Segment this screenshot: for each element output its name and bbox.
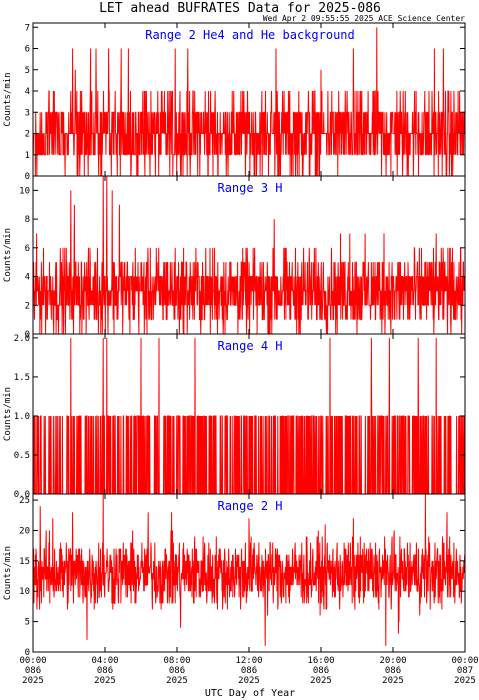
x-tick-label: 086 xyxy=(241,666,257,676)
x-tick-label: 2025 xyxy=(310,676,332,686)
y-tick-label: 2 xyxy=(25,130,30,140)
y-axis-label: Counts/min xyxy=(3,72,13,126)
y-tick-label: 6 xyxy=(25,244,30,254)
y-tick-label: 5 xyxy=(25,618,30,628)
y-tick-label: 6 xyxy=(25,45,30,55)
x-tick-label: 086 xyxy=(169,666,185,676)
x-tick-label: 2025 xyxy=(22,676,44,686)
y-axis-label: Counts/min xyxy=(3,546,13,600)
y-tick-label: 1.5 xyxy=(14,373,30,383)
panel-title: Range 2 He4 and He background xyxy=(145,28,355,42)
x-tick-label: 2025 xyxy=(166,676,188,686)
x-tick-label: 086 xyxy=(97,666,113,676)
y-tick-label: 15 xyxy=(19,557,30,567)
series-trace-panel-4 xyxy=(32,493,466,646)
y-tick-label: 2 xyxy=(25,301,30,311)
x-tick-label: 04:00 xyxy=(91,656,118,666)
x-tick-label: 16:00 xyxy=(307,656,334,666)
x-tick-label: 12:00 xyxy=(235,656,262,666)
panel-1: 0 1 2 3 4 5 6 7 Range 2 He4 and He background Cou… xyxy=(3,22,466,182)
y-tick-label: 1.0 xyxy=(14,412,30,422)
y-tick-label: 10 xyxy=(19,587,30,597)
x-tick-label: 08:00 xyxy=(163,656,190,666)
panel-3: 0.0 0.5 1.0 1.5 2.0 Range 4 H Counts/min xyxy=(3,333,466,500)
y-tick-label: 10 xyxy=(19,186,30,196)
panel-title: Range 3 H xyxy=(217,181,282,195)
x-tick-label: 086 xyxy=(25,666,41,676)
y-tick-label: 8 xyxy=(25,215,30,225)
figure-timestamp: Wed Apr 2 09:55:55 2025 ACE Science Cent… xyxy=(263,14,465,23)
x-tick-label: 00:00 xyxy=(451,656,478,666)
y-tick-label: 4 xyxy=(25,273,30,283)
y-tick-label: 0.0 xyxy=(14,490,30,500)
x-axis-label: UTC Day of Year xyxy=(205,688,295,699)
y-tick-label: 2.0 xyxy=(14,334,30,344)
series-trace-panel-3 xyxy=(32,337,466,495)
y-tick-label: 5 xyxy=(25,66,30,76)
x-tick-label: 20:00 xyxy=(379,656,406,666)
x-tick-label: 2025 xyxy=(94,676,116,686)
panels: 0 1 2 3 4 5 6 7 Range 2 He4 and He background Cou… xyxy=(3,22,466,658)
y-tick-label: 0.5 xyxy=(14,451,30,461)
series-trace-panel-1 xyxy=(32,27,465,177)
x-tick-label: 2025 xyxy=(382,676,404,686)
x-tick-label: 086 xyxy=(313,666,329,676)
y-axis-label: Counts/min xyxy=(3,387,13,441)
y-tick-label: 7 xyxy=(25,23,30,33)
series-trace-panel-2 xyxy=(32,175,466,335)
y-tick-label: 4 xyxy=(25,87,30,97)
y-tick-label: 0 xyxy=(25,648,30,658)
y-axis-label: Counts/min xyxy=(3,228,13,282)
y-tick-label: 0 xyxy=(25,172,30,182)
x-tick-label: 2025 xyxy=(454,676,476,686)
panel-title: Range 2 H xyxy=(217,499,282,513)
y-tick-label: 25 xyxy=(19,496,30,506)
y-tick-label: 0 xyxy=(25,330,30,340)
panel-title: Range 4 H xyxy=(217,339,282,353)
y-tick-label: 3 xyxy=(25,108,30,118)
panel-4: 0 5 10 15 20 25 Range 2 H Counts/min xyxy=(3,493,466,658)
y-tick-label: 1 xyxy=(25,151,30,161)
panel-2: 0 2 4 6 8 10 Range 3 H Counts/min xyxy=(3,175,466,340)
y-tick-label: 20 xyxy=(19,526,30,536)
x-tick-label: 086 xyxy=(385,666,401,676)
x-axis-labels: 00:00086202504:00086202508:00086202512:0… xyxy=(19,656,478,686)
x-tick-label: 2025 xyxy=(238,676,260,686)
x-tick-label: 00:00 xyxy=(19,656,46,666)
x-tick-label: 087 xyxy=(457,666,473,676)
figure-title: LET ahead BUFRATES Data for 2025-086 xyxy=(99,1,381,16)
